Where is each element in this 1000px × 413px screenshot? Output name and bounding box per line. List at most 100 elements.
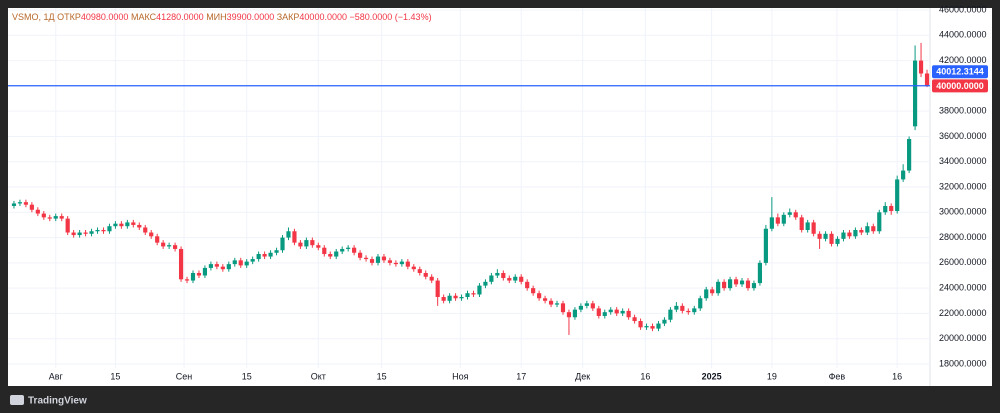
legend-value: 40000.0000 [299,12,347,22]
candle [125,219,130,229]
price-tag-label: 40000.0000 [936,81,984,91]
candle-body [912,60,918,127]
candle-body [41,213,46,218]
candle-body [459,296,464,299]
candle [519,274,524,285]
candle-body [686,310,691,313]
candle [220,264,225,272]
candle [495,269,500,279]
candle [143,224,148,236]
candle-body [751,283,757,289]
candle [77,229,82,238]
candle [805,219,810,233]
candle-body [596,308,601,316]
x-tick-label: 17 [516,371,526,381]
candle-body [465,293,470,297]
candle [35,207,40,217]
y-tick-label: 38000.0000 [939,106,987,116]
candle-body [178,248,184,280]
candle [29,202,34,213]
candle-body [208,264,213,268]
candle [322,245,327,257]
candle [727,276,733,291]
candle-body [405,261,410,267]
candle [274,247,279,256]
candle [596,305,601,319]
candle-body [805,222,810,230]
candle [71,229,76,238]
x-tick-label: Фев [829,371,846,381]
candle [423,270,428,280]
candle-body [811,222,816,234]
candle-body [316,245,321,248]
candle [578,303,583,313]
y-tick-label: 28000.0000 [939,232,987,242]
candle-body [190,272,196,281]
candle-body [65,218,70,233]
candle [901,164,906,182]
candle [238,257,243,268]
candle-body [602,312,607,316]
legend-value: 39900.0000 [227,12,275,22]
candle [907,136,912,174]
candle-body [698,298,703,309]
candle [280,235,285,253]
candle-body [310,240,315,246]
candle [250,256,255,265]
candle-body [334,251,339,257]
candle [686,308,691,315]
candle [155,233,160,246]
candle-body [196,272,202,276]
candle [847,229,852,239]
candle-body [250,259,255,262]
candle-body [399,261,404,265]
candle-body [918,60,924,74]
candle [232,257,237,267]
candle [214,261,219,270]
candle [823,231,828,242]
candle [292,228,297,246]
x-tick-label: Авг [49,371,64,381]
candle [346,245,351,252]
candle [137,222,142,230]
candle [17,199,23,206]
candle-body [877,212,882,232]
candle-body [668,309,673,320]
candle-body [829,233,834,244]
legend-label: МИН [206,12,226,22]
candle [226,261,231,272]
candle-body [23,202,28,205]
candle [674,302,679,313]
candle [53,213,58,222]
candle [871,223,876,234]
candle-body [620,310,625,314]
y-tick-label: 46000.0000 [939,4,987,14]
candle-body [781,214,786,224]
candle-body [710,289,715,294]
candle [178,246,184,282]
x-tick-label: Окт [311,371,326,381]
y-tick-label: 44000.0000 [939,30,987,40]
x-tick-label: 2025 [702,371,722,381]
candle [65,216,70,236]
candle [340,246,345,255]
candle [453,293,458,301]
legend-value: 41280.0000 [156,12,204,22]
candle-body [548,300,554,305]
candle [692,305,697,315]
candle [358,250,363,261]
candle [757,260,763,286]
candle-body [137,224,142,228]
x-tick-label: 16 [892,371,902,381]
candle-body [757,262,763,284]
candle-body [542,298,548,301]
candle [554,300,560,308]
y-tick-label: 36000.0000 [939,131,987,141]
footer: TradingView [10,395,87,407]
candle [83,229,88,237]
candle [465,290,470,300]
candle-body [447,295,452,301]
candle [101,227,106,234]
candle-body [674,305,679,310]
